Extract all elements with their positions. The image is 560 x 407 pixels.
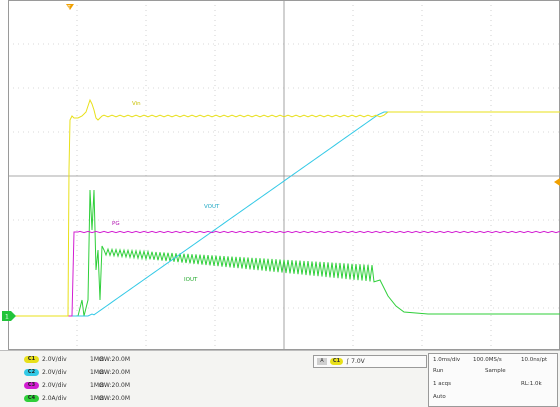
channel-badge-c4[interactable]: C4 [24,395,39,402]
resolution: 10.0ns/pt [521,357,548,363]
trigger-level-marker[interactable] [554,178,560,186]
run-state: Run [433,368,444,374]
ch1-vin-trace [8,98,560,317]
graticule: Vin VOUT PG IOUT T [8,0,560,350]
sample-rate: 100.0MS/s [473,357,502,363]
ch1-ground-marker[interactable]: 1 [2,311,16,321]
channel-impedance: 1MΩ [90,356,104,363]
svg-text:T: T [67,5,72,11]
trigger-slope-icon: ∫ [346,358,350,365]
channel-row-c3[interactable]: C3 2.0V/div 1MΩ BW:20.0M [24,380,160,391]
channel-badge-c1[interactable]: C1 [24,356,39,363]
svg-text:1: 1 [5,314,9,321]
ch1-trace-label: Vin [132,101,141,107]
trigger-settings[interactable]: A C1 ∫ 7.0V [313,355,427,368]
trigger-position-marker[interactable]: T [66,4,74,11]
status-bar: C1 2.0V/div 1MΩ BW:20.0M C2 2.0V/div 1MΩ… [0,350,560,407]
ch2-trace-label: VOUT [204,204,220,210]
trigger-source-badge: C1 [330,358,343,365]
trigger-mode: A [317,358,327,365]
acq-count: 1 acqs [433,381,451,387]
channel-bandwidth: BW:20.0M [100,369,131,376]
trigger-level: 7.0V [351,358,365,365]
channel-impedance: 1MΩ [90,382,104,389]
waveform-display[interactable]: Vin VOUT PG IOUT T [8,0,560,350]
channel-row-c2[interactable]: C2 2.0V/div 1MΩ BW:20.0M [24,367,160,378]
channel-row-c4[interactable]: C4 2.0A/div 1MΩ BW:20.0M [24,393,160,404]
channel-scale: 2.0V/div [42,369,67,376]
channel-scale: 2.0V/div [42,382,67,389]
ch3-trace-label: PG [112,221,120,227]
ch2-vout-trace [8,111,560,317]
channel-impedance: 1MΩ [90,369,104,376]
trigger-type: Auto [433,394,446,400]
channel-badge-c2[interactable]: C2 [24,369,39,376]
channel-bandwidth: BW:20.0M [100,356,131,363]
channel-impedance: 1MΩ [90,395,104,402]
ch3-pg-trace [8,230,560,317]
ch4-current-trace [8,189,560,317]
channel-badge-c3[interactable]: C3 [24,382,39,389]
center-axes [8,0,560,350]
record-length: RL:1.0k [521,381,542,387]
channel-scale: 2.0A/div [42,395,67,402]
acq-mode: Sample [485,368,506,374]
channel-bandwidth: BW:20.0M [100,382,131,389]
channel-row-c1[interactable]: C1 2.0V/div 1MΩ BW:20.0M [24,354,160,365]
timebase: 1.0ms/div [433,357,461,363]
channel-bandwidth: BW:20.0M [100,395,131,402]
ch4-trace-label: IOUT [184,277,198,283]
acquisition-panel[interactable]: 1.0ms/div 100.0MS/s 10.0ns/pt Run Sample… [428,353,558,407]
channel-scale: 2.0V/div [42,356,67,363]
